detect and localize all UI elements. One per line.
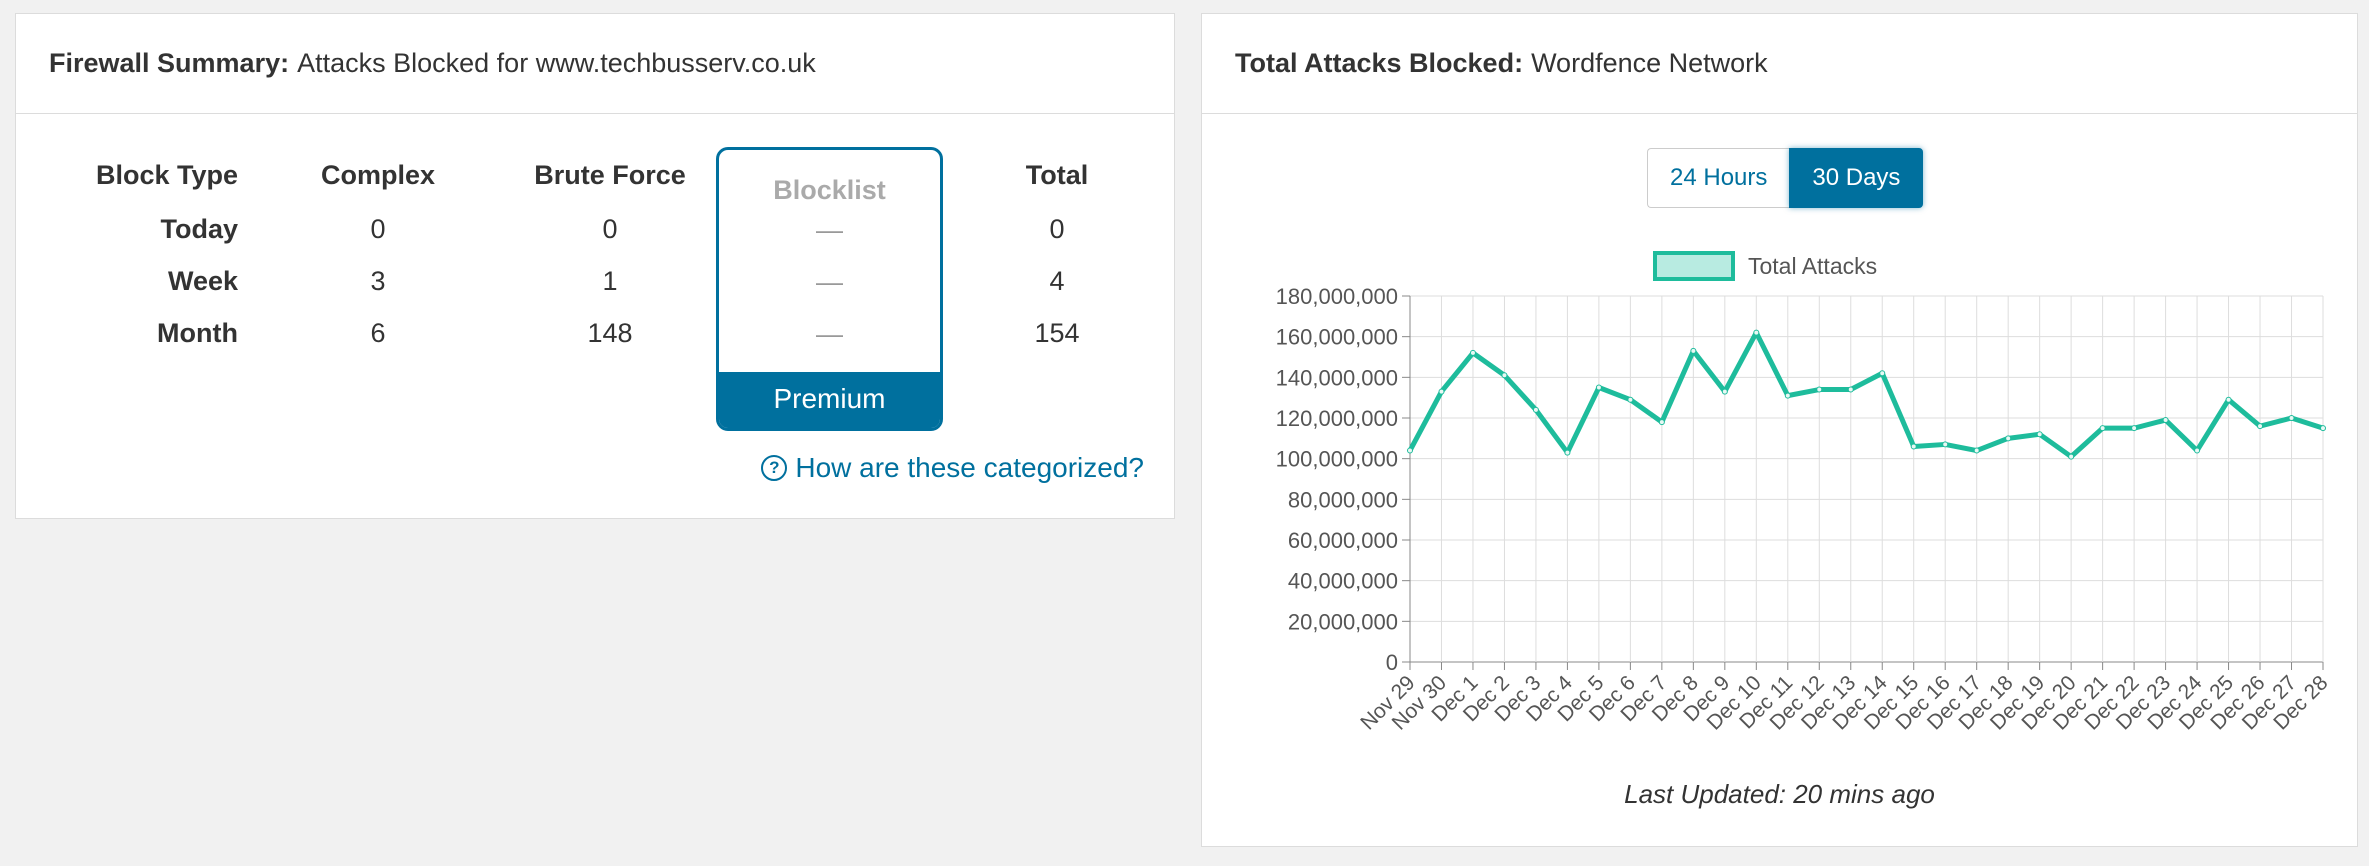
data-point (2225, 396, 2232, 403)
data-point (1627, 396, 1634, 403)
data-point (2131, 425, 2138, 432)
cell-week-total: 4 (1049, 266, 1065, 296)
data-point (1501, 372, 1508, 379)
cell-today-blocklist: — (816, 215, 843, 245)
cell-today-complex: 0 (370, 214, 386, 244)
cell-week-brute: 1 (602, 266, 618, 296)
cell-month-brute: 148 (587, 318, 633, 348)
data-point (1438, 388, 1445, 395)
y-tick-label: 40,000,000 (1288, 569, 1398, 594)
data-point (1721, 388, 1728, 395)
blocklist-column-box[interactable]: Blocklist — — — Premium (716, 147, 943, 431)
data-point (1973, 447, 1980, 454)
series-line-total-attacks (1407, 330, 2324, 460)
cell-month-blocklist: — (816, 319, 843, 349)
y-tick-label: 60,000,000 (1288, 528, 1398, 553)
firewall-summary-header: Firewall Summary: Attacks Blocked for ww… (16, 14, 1174, 114)
cell-today-total: 0 (1049, 214, 1065, 244)
network-attacks-header: Total Attacks Blocked: Wordfence Network (1202, 14, 2357, 114)
data-point (2288, 415, 2295, 421)
y-tick-label: 120,000,000 (1276, 406, 1398, 431)
network-attacks-title: Total Attacks Blocked: (1235, 48, 1524, 78)
firewall-summary-title: Firewall Summary: (49, 48, 290, 78)
attacks-line-chart: 0 20,000,000 40,000,000 60,000,000 80,000,00… (1276, 251, 2333, 735)
data-point (1784, 392, 1791, 399)
categorization-help-link[interactable]: ? How are these categorized? (761, 452, 1144, 484)
data-point (1753, 329, 1760, 336)
y-tick-label: 140,000,000 (1276, 365, 1398, 390)
cell-month-complex: 6 (370, 318, 386, 348)
data-point (2036, 431, 2043, 438)
y-tick-label: 180,000,000 (1276, 284, 1398, 309)
cell-week-blocklist: — (816, 267, 843, 297)
data-point (1847, 386, 1854, 393)
data-point (1564, 449, 1571, 456)
data-point (1532, 406, 1539, 413)
row-label-month: Month (157, 318, 238, 348)
range-toggle: 24 Hours 30 Days (1647, 148, 1924, 208)
col-header-brute-force: Brute Force (534, 160, 686, 190)
last-updated-text: Last Updated: 20 mins ago (1624, 779, 1935, 809)
legend-label: Total Attacks (1748, 253, 1877, 279)
24-hours-button[interactable]: 24 Hours (1647, 148, 1790, 208)
data-point (1942, 441, 1949, 448)
legend-swatch (1653, 251, 1735, 281)
question-circle-icon: ? (761, 455, 788, 481)
row-label-week: Week (167, 266, 238, 296)
network-attacks-panel: Total Attacks Blocked: Wordfence Network… (1201, 13, 2358, 847)
cell-today-brute: 0 (602, 214, 618, 244)
y-tick-label: 0 (1386, 650, 1398, 675)
col-header-total: Total (1025, 160, 1089, 190)
data-point (2257, 423, 2264, 430)
30-days-button[interactable]: 30 Days (1789, 148, 1924, 208)
premium-button[interactable]: Premium (719, 372, 940, 428)
y-tick-label: 80,000,000 (1288, 487, 1398, 512)
col-header-block-type: Block Type (95, 160, 238, 190)
y-tick-label: 100,000,000 (1276, 447, 1398, 472)
data-point (1407, 447, 1413, 454)
data-point (1469, 349, 1476, 356)
col-header-complex: Complex (320, 160, 436, 190)
firewall-summary-panel: Firewall Summary: Attacks Blocked for ww… (15, 13, 1175, 519)
network-attacks-subtitle: Wordfence Network (1531, 48, 1768, 78)
y-tick-label: 160,000,000 (1276, 325, 1398, 350)
data-point (2005, 435, 2012, 442)
cell-month-total: 154 (1034, 318, 1080, 348)
data-point (1690, 347, 1697, 354)
data-point (1910, 443, 1917, 450)
data-point (2162, 417, 2169, 424)
row-label-today: Today (160, 214, 238, 244)
categorization-help-text: How are these categorized? (795, 452, 1144, 483)
data-point (2068, 453, 2075, 460)
col-header-blocklist: Blocklist (773, 175, 886, 205)
cell-week-complex: 3 (370, 266, 386, 296)
data-point (1816, 386, 1823, 393)
data-point (2099, 425, 2106, 432)
y-tick-label: 20,000,000 (1288, 609, 1398, 634)
data-point (2194, 447, 2201, 454)
data-point (1879, 370, 1886, 377)
firewall-summary-subtitle: Attacks Blocked for www.techbusserv.co.u… (297, 48, 816, 78)
data-point (1595, 384, 1602, 391)
data-point (2320, 425, 2326, 432)
data-point (1658, 419, 1665, 426)
